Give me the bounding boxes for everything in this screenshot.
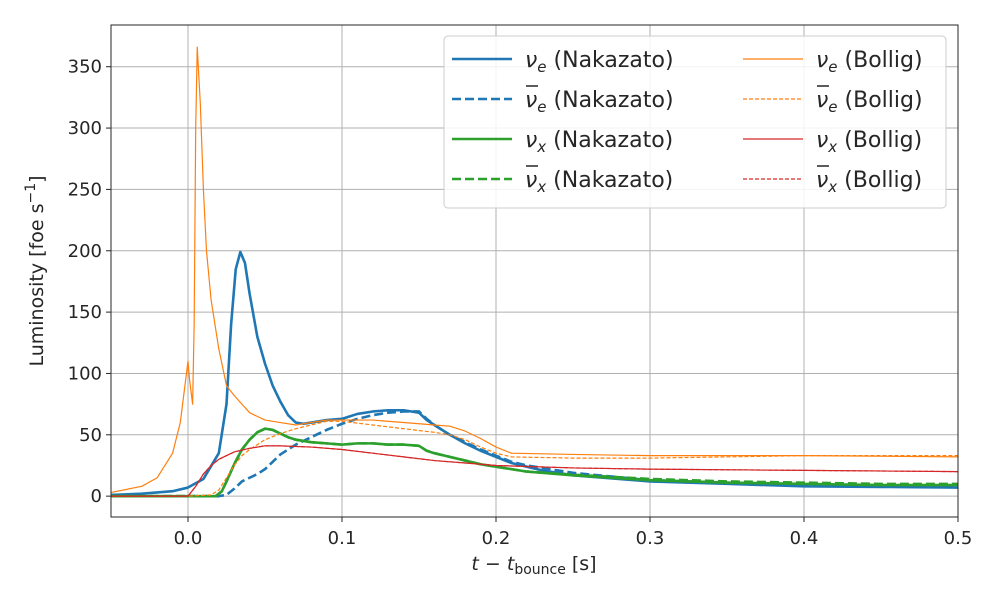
legend-frame bbox=[443, 35, 947, 209]
plot-frame bbox=[110, 24, 959, 518]
legend-label: νe (Nakazato) bbox=[525, 88, 674, 116]
series-line--e-bollig-bar-dashed bbox=[111, 420, 958, 497]
y-axis-label: Luminosity [foe s−1] bbox=[23, 175, 48, 366]
plot-area bbox=[111, 46, 958, 498]
legend: νe (Nakazato) νe (Nakazato) νx (Nakazato) ν… bbox=[443, 35, 947, 209]
legend-label: νe (Bollig) bbox=[816, 48, 923, 76]
legend-label: νx (Nakazato) bbox=[525, 128, 673, 156]
y-tick-label: 0 bbox=[91, 486, 102, 507]
series-line--e-nakazato--solid bbox=[111, 250, 958, 497]
y-tick-label: 150 bbox=[68, 302, 102, 323]
y-tick-label: 250 bbox=[68, 179, 102, 200]
legend-label: νe (Bollig) bbox=[816, 88, 923, 116]
x-tick-label: 0.2 bbox=[482, 528, 511, 549]
x-tick-label: 0.4 bbox=[790, 528, 819, 549]
legend-label: νx (Bollig) bbox=[816, 168, 922, 196]
y-tick-label: 100 bbox=[68, 363, 102, 384]
y-tick-label: 200 bbox=[68, 241, 102, 262]
series-line--x-nakazato-bar-dashed bbox=[111, 427, 958, 498]
series-line--x-bollig-bar-dashed bbox=[111, 445, 958, 497]
x-tick-label: 0.3 bbox=[636, 528, 665, 549]
legend-label: νx (Bollig) bbox=[816, 128, 922, 156]
x-tick-label: 0.1 bbox=[328, 528, 357, 549]
series-lines bbox=[111, 46, 958, 498]
legend-label: νx (Nakazato) bbox=[525, 168, 673, 196]
y-axis-ticks: 0 50 100 150 200 250 300 350 bbox=[68, 57, 111, 507]
x-axis-ticks: 0.0 0.1 0.2 0.3 0.4 0.5 bbox=[174, 517, 973, 549]
y-tick-label: 300 bbox=[68, 118, 102, 139]
legend-label: νe (Nakazato) bbox=[525, 48, 674, 76]
series-line--e-bollig--solid bbox=[111, 46, 958, 494]
x-axis-label: t − tbounce [s] bbox=[471, 553, 596, 578]
x-tick-label: 0.5 bbox=[944, 528, 973, 549]
series-line--e-nakazato-bar-dashed bbox=[111, 410, 958, 498]
y-tick-label: 50 bbox=[79, 425, 102, 446]
x-tick-label: 0.0 bbox=[174, 528, 203, 549]
y-tick-label: 350 bbox=[68, 57, 102, 78]
